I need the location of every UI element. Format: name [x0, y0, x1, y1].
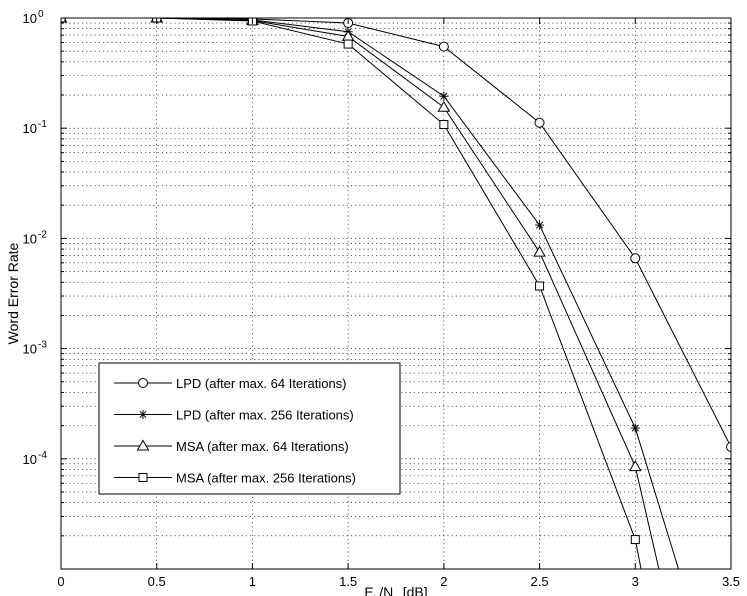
legend-item: LPD (after max. 256 Iterations) — [114, 408, 354, 423]
series-group — [61, 18, 731, 569]
y-tick-exponent: 0 — [38, 9, 44, 20]
legend-marker — [138, 473, 148, 482]
x-tick-label: 1 — [249, 574, 256, 589]
data-point — [535, 220, 545, 230]
x-tick-label: 0 — [57, 574, 64, 589]
data-point — [534, 117, 545, 128]
legend-box — [98, 362, 401, 495]
legend-label: MSA (after max. 64 Iterations) — [176, 439, 349, 454]
data-point — [628, 460, 642, 472]
y-tick-label: 10 — [23, 231, 37, 246]
data-point — [437, 100, 451, 112]
series-3 — [61, 18, 660, 569]
star-stroke — [631, 424, 639, 432]
legend-item: LPD (after max. 64 Iterations) — [114, 376, 347, 391]
y-tick-exponent: -4 — [38, 450, 47, 461]
star-stroke — [440, 92, 448, 100]
ticks — [60, 18, 732, 570]
x-tick-label: 3.5 — [722, 574, 740, 589]
y-tick-label: 10 — [23, 11, 37, 26]
data-point — [343, 39, 353, 49]
x-tick-label: 1.5 — [339, 574, 357, 589]
x-tick-label: 2 — [440, 574, 447, 589]
data-point — [439, 120, 449, 130]
data-point — [726, 441, 731, 452]
y-tick-label: 10 — [23, 121, 37, 136]
data-point — [61, 18, 66, 23]
axes-frame — [60, 17, 732, 570]
legend-label: MSA (after max. 256 Iterations) — [176, 471, 356, 486]
data-point — [630, 253, 641, 264]
y-tick-exponent: -3 — [38, 340, 47, 351]
star-stroke — [536, 221, 544, 229]
x-tick-label: 3 — [632, 574, 639, 589]
legend-label: LPD (after max. 256 Iterations) — [176, 408, 354, 423]
y-tick-exponent: -1 — [38, 119, 47, 130]
legend: LPD (after max. 64 Iterations) LPD (after… — [98, 362, 401, 495]
y-tick-label: 10 — [23, 342, 37, 357]
legend-marker — [138, 410, 148, 419]
series-2 — [61, 18, 680, 569]
legend-label: LPD (after max. 64 Iterations) — [176, 376, 347, 391]
x-tick-label: 0.5 — [148, 574, 166, 589]
data-point — [630, 535, 640, 545]
y-tick-label: 10 — [23, 452, 37, 467]
data-point — [535, 281, 545, 291]
star-stroke — [139, 410, 147, 419]
legend-item: MSA (after max. 256 Iterations) — [114, 471, 356, 486]
series-line — [61, 18, 680, 569]
legend-marker — [138, 378, 148, 388]
x-axis-label: Eb/N0 [dB] — [364, 584, 427, 596]
data-point — [630, 423, 640, 433]
legend-item: MSA (after max. 64 Iterations) — [114, 439, 349, 454]
x-tick-labels: 0 0.5 1 1.5 2 2.5 3 3.5 — [57, 574, 740, 589]
data-point — [439, 91, 449, 101]
x-tick-label: 2.5 — [531, 574, 549, 589]
data-point — [533, 245, 546, 257]
y-tick-exponent: -2 — [38, 229, 47, 240]
data-point — [438, 41, 449, 52]
series-line — [61, 18, 660, 569]
y-axis-label: Word Error Rate — [5, 242, 21, 344]
legend-marker — [136, 439, 150, 451]
